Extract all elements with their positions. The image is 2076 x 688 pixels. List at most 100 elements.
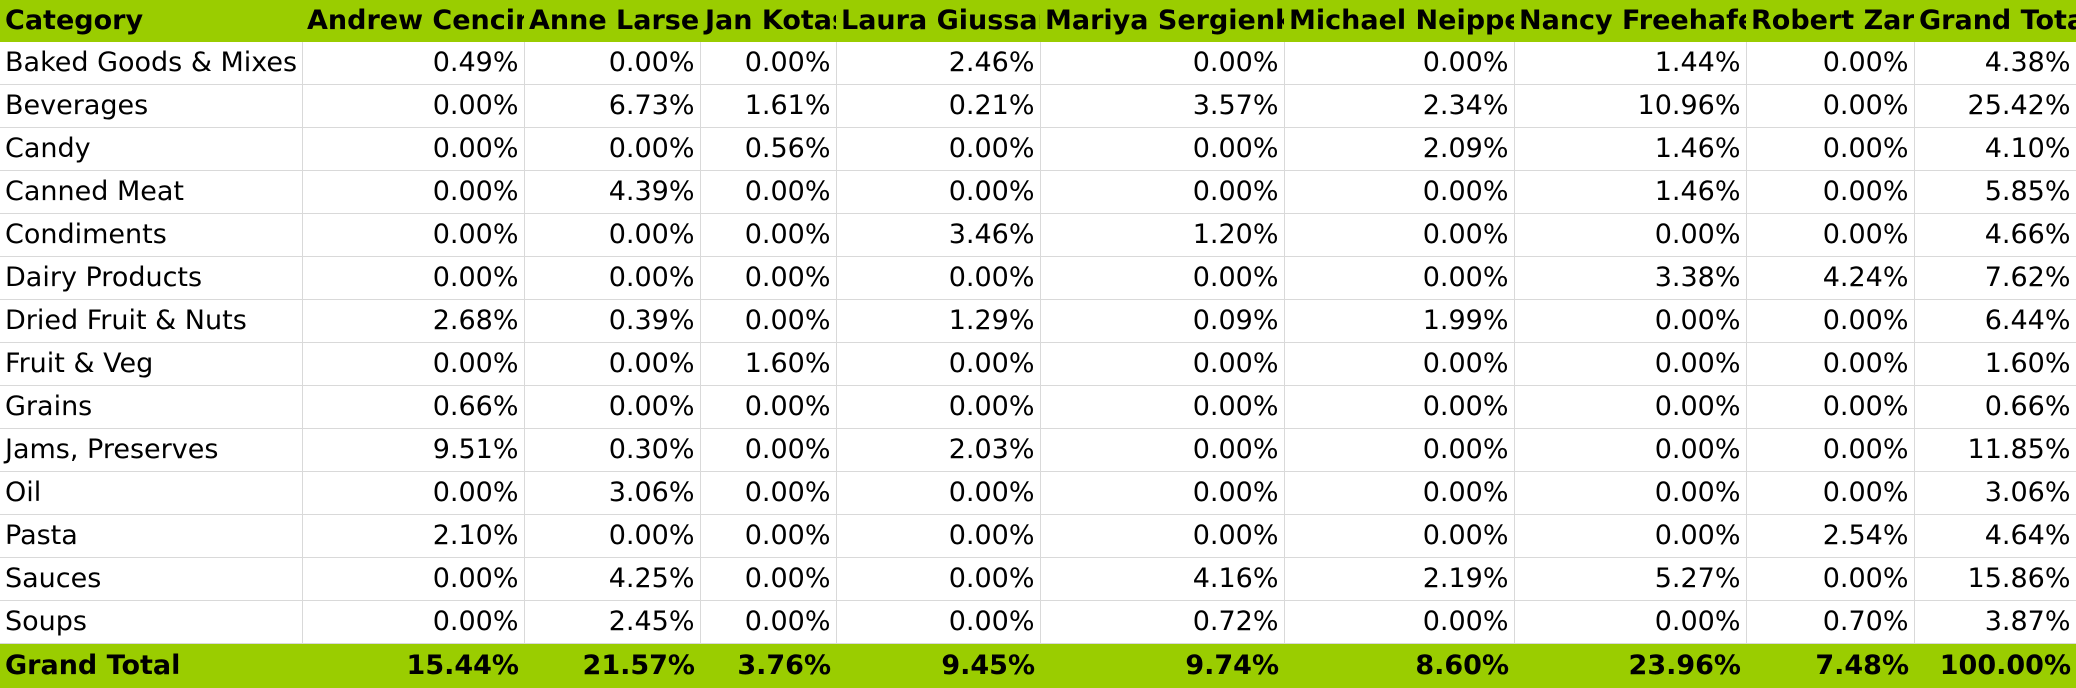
value-cell[interactable]: 4.16% xyxy=(1040,557,1285,601)
value-cell[interactable]: 3.57% xyxy=(1040,84,1285,128)
value-cell[interactable]: 2.03% xyxy=(836,428,1041,472)
value-cell[interactable]: 0.00% xyxy=(302,471,525,515)
value-cell[interactable]: 1.60% xyxy=(700,342,837,386)
value-cell[interactable]: 2.46% xyxy=(836,42,1041,85)
value-cell[interactable]: 0.00% xyxy=(836,256,1041,300)
value-cell[interactable]: 1.44% xyxy=(1514,42,1747,85)
value-cell[interactable]: 0.00% xyxy=(1746,127,1915,171)
value-cell[interactable]: 0.00% xyxy=(1040,471,1285,515)
row-label-cell[interactable]: Dairy Products xyxy=(0,256,303,300)
row-label-cell[interactable]: Pasta xyxy=(0,514,303,558)
value-cell[interactable]: 0.00% xyxy=(302,170,525,214)
value-cell[interactable]: 1.29% xyxy=(836,299,1041,343)
value-cell[interactable]: 1.46% xyxy=(1514,170,1747,214)
value-cell[interactable]: 0.56% xyxy=(700,127,837,171)
value-cell[interactable]: 0.00% xyxy=(700,213,837,257)
value-cell[interactable]: 0.00% xyxy=(1746,557,1915,601)
value-cell[interactable]: 0.00% xyxy=(1746,385,1915,429)
value-cell[interactable]: 0.30% xyxy=(524,428,701,472)
value-cell[interactable]: 0.09% xyxy=(1040,299,1285,343)
value-cell[interactable]: 0.00% xyxy=(1746,428,1915,472)
value-cell[interactable]: 0.00% xyxy=(1040,342,1285,386)
value-cell[interactable]: 0.00% xyxy=(524,385,701,429)
value-cell[interactable]: 0.66% xyxy=(302,385,525,429)
value-cell[interactable]: 0.49% xyxy=(302,42,525,85)
value-cell[interactable]: 0.66% xyxy=(1914,385,2076,429)
value-cell[interactable]: 0.00% xyxy=(700,600,837,644)
value-cell[interactable]: 0.00% xyxy=(524,213,701,257)
value-cell[interactable]: 3.06% xyxy=(1914,471,2076,515)
value-cell[interactable]: 0.00% xyxy=(524,42,701,85)
value-cell[interactable]: 4.25% xyxy=(524,557,701,601)
column-header[interactable]: Grand Total xyxy=(1919,5,2076,36)
value-cell[interactable]: 4.64% xyxy=(1914,514,2076,558)
value-cell[interactable]: 2.54% xyxy=(1746,514,1915,558)
value-cell[interactable]: 0.00% xyxy=(1514,299,1747,343)
row-label-cell[interactable]: Beverages xyxy=(0,84,303,128)
value-cell[interactable]: 0.00% xyxy=(1746,84,1915,128)
row-label-cell[interactable]: Condiments xyxy=(0,213,303,257)
value-cell[interactable]: 0.00% xyxy=(1040,428,1285,472)
value-cell[interactable]: 0.00% xyxy=(1284,342,1515,386)
value-cell[interactable]: 5.85% xyxy=(1914,170,2076,214)
value-cell[interactable]: 0.00% xyxy=(1040,256,1285,300)
row-label-cell[interactable]: Candy xyxy=(0,127,303,171)
value-cell[interactable]: 3.87% xyxy=(1914,600,2076,644)
value-cell[interactable]: 0.00% xyxy=(1284,42,1515,85)
value-cell[interactable]: 4.66% xyxy=(1914,213,2076,257)
value-cell[interactable]: 0.00% xyxy=(1514,385,1747,429)
value-cell[interactable]: 3.46% xyxy=(836,213,1041,257)
value-cell[interactable]: 0.00% xyxy=(700,385,837,429)
value-cell[interactable]: 0.00% xyxy=(302,127,525,171)
value-cell[interactable]: 1.20% xyxy=(1040,213,1285,257)
column-header[interactable]: Mariya Sergienko xyxy=(1045,5,1284,36)
column-header[interactable]: Anne Larsen xyxy=(529,5,700,36)
value-cell[interactable]: 6.44% xyxy=(1914,299,2076,343)
value-cell[interactable]: 7.62% xyxy=(1914,256,2076,300)
value-cell[interactable]: 0.00% xyxy=(836,600,1041,644)
row-label-cell[interactable]: Grains xyxy=(0,385,303,429)
row-label-cell[interactable]: Oil xyxy=(0,471,303,515)
value-cell[interactable]: 1.61% xyxy=(700,84,837,128)
value-cell[interactable]: 4.38% xyxy=(1914,42,2076,85)
value-cell[interactable]: 0.00% xyxy=(700,299,837,343)
column-header-category[interactable]: Category xyxy=(5,5,144,36)
value-cell[interactable]: 0.70% xyxy=(1746,600,1915,644)
value-cell[interactable]: 4.10% xyxy=(1914,127,2076,171)
value-cell[interactable]: 0.00% xyxy=(1514,600,1747,644)
column-header[interactable]: Nancy Freehafer xyxy=(1519,5,1746,36)
value-cell[interactable]: 3.06% xyxy=(524,471,701,515)
row-label-cell[interactable]: Dried Fruit & Nuts xyxy=(0,299,303,343)
value-cell[interactable]: 0.00% xyxy=(524,256,701,300)
value-cell[interactable]: 0.00% xyxy=(1284,385,1515,429)
value-cell[interactable]: 0.00% xyxy=(1284,256,1515,300)
column-header[interactable]: Laura Giussani xyxy=(841,5,1040,36)
value-cell[interactable]: 2.34% xyxy=(1284,84,1515,128)
value-cell[interactable]: 0.00% xyxy=(1040,42,1285,85)
value-cell[interactable]: 3.38% xyxy=(1514,256,1747,300)
value-cell[interactable]: 0.00% xyxy=(1746,170,1915,214)
value-cell[interactable]: 0.00% xyxy=(836,170,1041,214)
value-cell[interactable]: 6.73% xyxy=(524,84,701,128)
value-cell[interactable]: 1.60% xyxy=(1914,342,2076,386)
value-cell[interactable]: 1.99% xyxy=(1284,299,1515,343)
value-cell[interactable]: 0.00% xyxy=(1514,514,1747,558)
row-label-cell[interactable]: Baked Goods & Mixes xyxy=(0,42,303,85)
value-cell[interactable]: 0.00% xyxy=(302,213,525,257)
value-cell[interactable]: 1.46% xyxy=(1514,127,1747,171)
column-header[interactable]: Robert Zare xyxy=(1751,5,1914,36)
value-cell[interactable]: 11.85% xyxy=(1914,428,2076,472)
value-cell[interactable]: 25.42% xyxy=(1914,84,2076,128)
value-cell[interactable]: 0.00% xyxy=(524,127,701,171)
value-cell[interactable]: 0.00% xyxy=(1284,213,1515,257)
row-label-cell[interactable]: Sauces xyxy=(0,557,303,601)
value-cell[interactable]: 0.00% xyxy=(1284,170,1515,214)
value-cell[interactable]: 0.00% xyxy=(1284,514,1515,558)
value-cell[interactable]: 0.21% xyxy=(836,84,1041,128)
value-cell[interactable]: 0.00% xyxy=(1514,213,1747,257)
value-cell[interactable]: 0.00% xyxy=(302,557,525,601)
value-cell[interactable]: 0.00% xyxy=(1746,342,1915,386)
value-cell[interactable]: 0.00% xyxy=(1284,471,1515,515)
column-header[interactable]: Jan Kotas xyxy=(705,5,836,36)
value-cell[interactable]: 4.24% xyxy=(1746,256,1915,300)
